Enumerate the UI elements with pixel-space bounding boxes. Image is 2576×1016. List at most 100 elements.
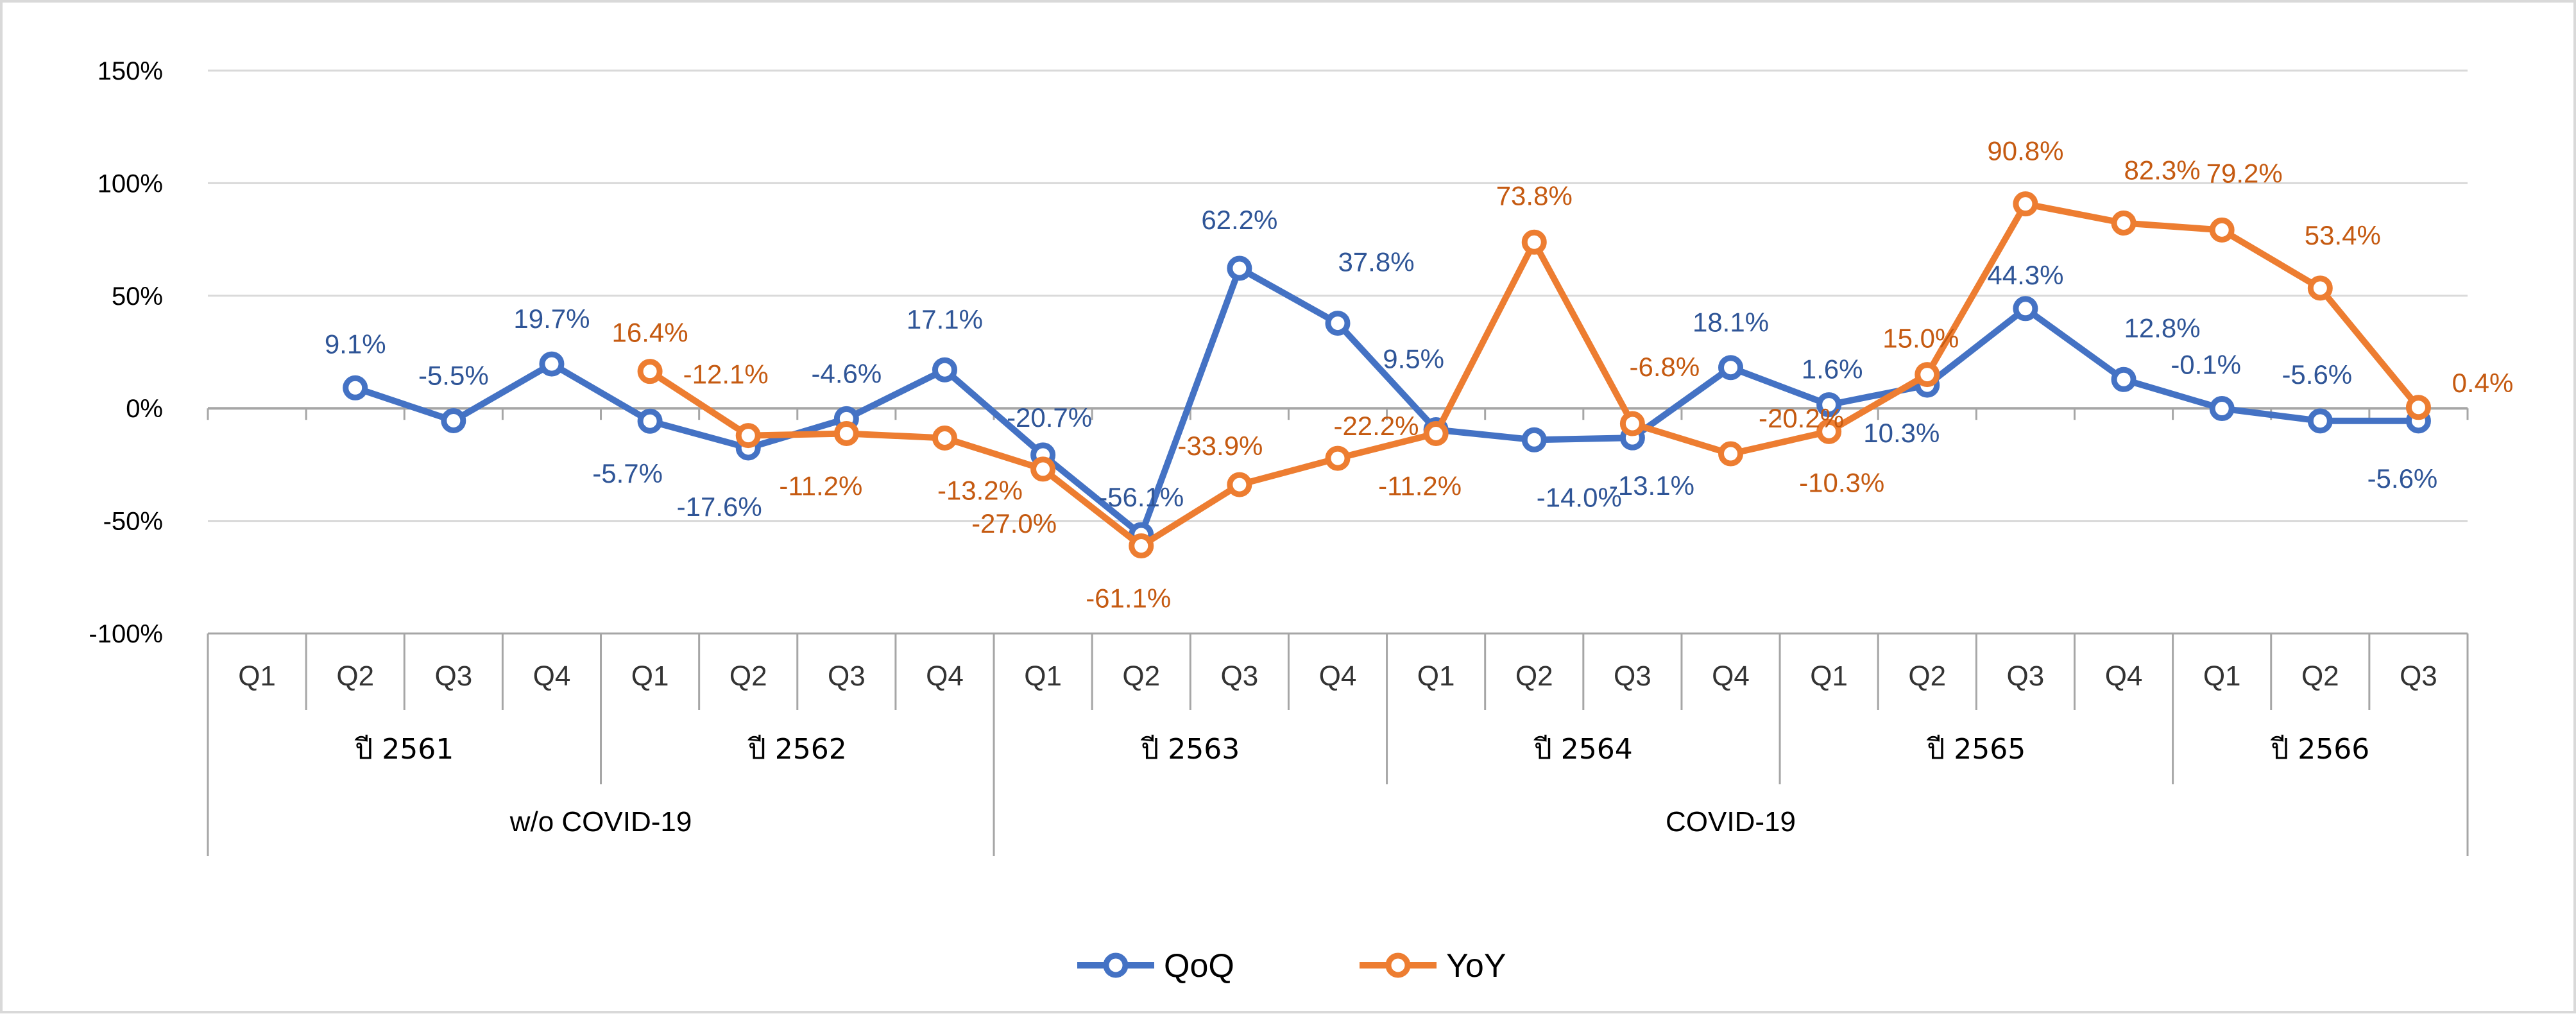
data-label-qoq: -4.6%	[811, 358, 882, 388]
y-tick-label: 0%	[126, 395, 163, 423]
legend-label-yoy: YoY	[1446, 947, 1506, 985]
data-label-yoy: -22.2%	[1333, 411, 1419, 441]
data-label-yoy: 90.8%	[1987, 136, 2063, 166]
period-group-label: w/o COVID-19	[509, 806, 692, 838]
data-labels: 9.1% -5.5% 19.7% -5.7% -17.6% -4.6% 17.1% -20.7…	[325, 136, 2513, 614]
quarter-label: Q3	[1614, 660, 1651, 692]
data-point-yoy	[2013, 191, 2038, 217]
data-point-qoq	[1325, 311, 1351, 336]
data-point-qoq	[637, 408, 663, 434]
quarter-label: Q4	[1319, 660, 1357, 692]
data-point-yoy	[1619, 411, 1645, 436]
data-label-yoy: -10.3%	[1799, 467, 1884, 497]
y-tick-label: -50%	[103, 508, 163, 536]
data-label-qoq: -5.6%	[2367, 463, 2438, 494]
series-lines	[343, 191, 2431, 559]
quarter-label: Q3	[1221, 660, 1259, 692]
y-tick-label: 100%	[98, 169, 163, 198]
data-label-yoy: -61.1%	[1086, 583, 1171, 614]
data-point-yoy	[2405, 395, 2431, 420]
year-group-label: ปี 2564	[1533, 733, 1633, 766]
data-label-qoq: -5.6%	[2282, 359, 2352, 390]
data-label-yoy: -27.0%	[971, 508, 1057, 538]
data-point-qoq	[1816, 392, 1842, 418]
data-point-yoy	[2111, 210, 2137, 236]
data-point-yoy	[1227, 472, 1252, 497]
data-label-qoq: -17.6%	[677, 492, 762, 522]
series-line-yoy	[648, 200, 2421, 549]
data-point-yoy	[637, 359, 663, 384]
quarter-label: Q1	[1024, 660, 1062, 692]
data-point-qoq	[932, 357, 957, 383]
data-label-qoq: 37.8%	[1338, 247, 1414, 277]
data-point-qoq	[539, 351, 565, 377]
data-label-qoq: 12.8%	[2124, 313, 2200, 343]
data-point-yoy	[932, 426, 957, 451]
legend-label-qoq: QoQ	[1164, 947, 1234, 985]
legend: QoQ YoY	[1077, 947, 1506, 985]
data-point-yoy	[2307, 275, 2333, 301]
data-label-qoq: -14.0%	[1537, 482, 1622, 512]
data-point-qoq	[2013, 296, 2038, 322]
quarter-label: Q2	[1515, 660, 1553, 692]
data-label-yoy: 79.2%	[2206, 158, 2283, 188]
quarter-label: Q1	[1417, 660, 1455, 692]
series-line-qoq	[354, 265, 2419, 538]
data-point-yoy	[2209, 217, 2235, 243]
data-point-qoq	[2209, 396, 2235, 422]
data-point-yoy	[1423, 420, 1449, 446]
data-label-qoq: -0.1%	[2171, 350, 2241, 380]
year-group-label: ปี 2561	[354, 733, 454, 766]
data-point-qoq	[343, 375, 368, 400]
data-label-yoy: -11.2%	[1378, 470, 1462, 501]
quarter-label: Q2	[1908, 660, 1946, 692]
y-tick-label: 50%	[112, 282, 163, 311]
data-label-yoy: -12.1%	[683, 359, 769, 390]
data-label-qoq: 44.3%	[1987, 260, 2063, 290]
data-label-yoy: -20.2%	[1759, 403, 1844, 433]
quarter-label: Q2	[729, 660, 767, 692]
quarter-label: Q2	[1122, 660, 1160, 692]
period-group-label: COVID-19	[1666, 806, 1796, 838]
quarter-label: Q1	[1810, 660, 1848, 692]
quarter-label: Q3	[2400, 660, 2437, 692]
quarter-label: Q4	[2105, 660, 2143, 692]
data-label-qoq: -56.1%	[1098, 482, 1184, 512]
data-label-yoy: -6.8%	[1630, 352, 1700, 382]
quarter-label: Q2	[2301, 660, 2339, 692]
data-point-yoy	[735, 423, 761, 449]
data-point-yoy	[1915, 362, 1940, 388]
data-label-qoq: -13.1%	[1609, 470, 1694, 501]
data-label-qoq: 1.6%	[1802, 354, 1863, 384]
quarter-label: Q4	[1712, 660, 1750, 692]
data-point-yoy	[1129, 533, 1154, 559]
data-label-qoq: 9.5%	[1383, 344, 1444, 374]
data-point-qoq	[1227, 255, 1252, 281]
data-label-yoy: 73.8%	[1496, 180, 1573, 211]
legend-entry-qoq: QoQ	[1077, 947, 1234, 985]
data-point-qoq	[441, 408, 466, 433]
quarter-label: Q2	[336, 660, 374, 692]
data-point-yoy	[1521, 229, 1547, 255]
quarter-label: Q3	[434, 660, 472, 692]
data-label-yoy: 0.4%	[2452, 368, 2514, 398]
data-label-qoq: 17.1%	[907, 304, 983, 334]
data-label-qoq: -5.5%	[418, 360, 489, 390]
data-point-yoy	[1718, 441, 1744, 467]
line-chart: 150%100%50%0%-50%-100% Q1 Q2 Q3 Q4 Q1 Q2 Q3 Q4 Q…	[89, 57, 2513, 985]
data-label-qoq: -20.7%	[1007, 402, 1092, 433]
gridlines: 150% 100% 50% 0% -50% -100%	[89, 57, 2469, 648]
legend-marker-qoq	[1103, 952, 1129, 978]
legend-entry-yoy: YoY	[1360, 947, 1506, 985]
data-label-qoq: 19.7%	[513, 304, 590, 334]
data-label-yoy: 53.4%	[2305, 220, 2381, 250]
data-label-yoy: -33.9%	[1177, 431, 1263, 461]
quarter-label: Q4	[533, 660, 571, 692]
data-label-yoy: 16.4%	[612, 318, 688, 348]
data-label-yoy: -13.2%	[937, 476, 1023, 506]
quarter-label: Q3	[828, 660, 866, 692]
data-label-qoq: -5.7%	[592, 458, 663, 488]
year-group-label: ปี 2565	[1926, 733, 2026, 766]
category-axis: Q1 Q2 Q3 Q4 Q1 Q2 Q3 Q4 Q1 Q2 Q3 Q4 Q1 Q2 Q3 Q4 Q1 Q2 Q3 Q4…	[207, 632, 2469, 856]
